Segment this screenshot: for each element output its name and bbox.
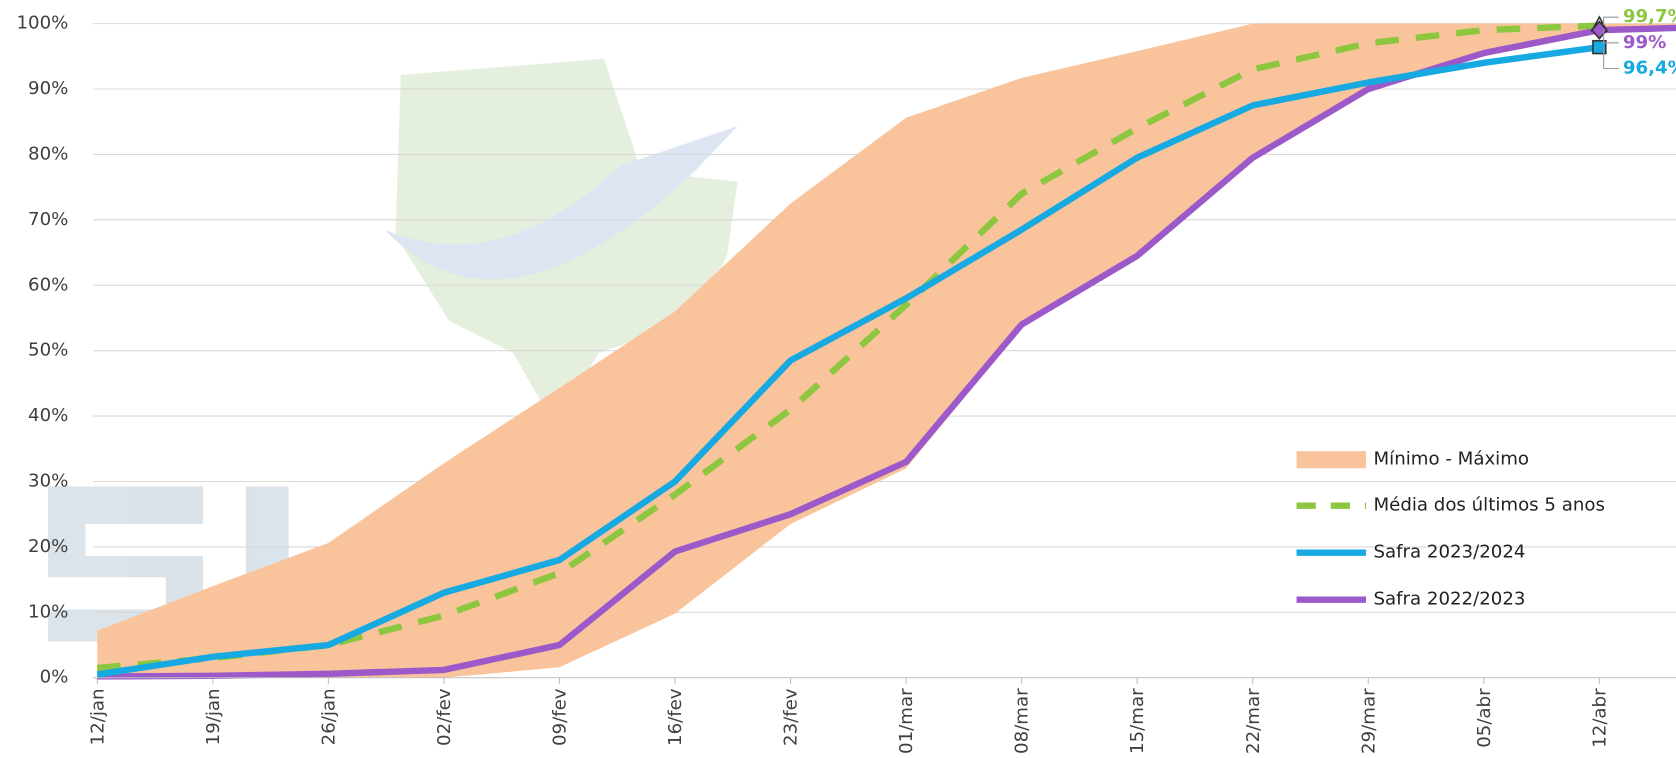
watermark-letter: [48, 486, 204, 642]
legend-label: Safra 2023/2024: [1374, 542, 1526, 563]
y-tick-label: 10%: [28, 601, 68, 622]
data-label: 99,7%: [1623, 6, 1676, 27]
series-line: [96, 22, 1600, 672]
x-tick-label: 29/mar: [1358, 688, 1379, 754]
x-tick-label: 23/fev: [781, 688, 802, 746]
x-tick-label: 09/fev: [550, 688, 571, 746]
label-leader: [1603, 47, 1619, 70]
x-tick-label: 12/jan: [87, 688, 108, 745]
series-line: [97, 24, 1676, 680]
watermark-arrow: [384, 126, 738, 280]
x-tick-label: 08/mar: [1012, 688, 1033, 754]
label-leader: [1603, 16, 1619, 26]
y-tick-label: 80%: [28, 143, 68, 164]
y-tick-label: 60%: [28, 274, 68, 295]
range-area: [97, 23, 1676, 678]
plot-area: [96, 22, 1676, 680]
legend-swatch: [1296, 451, 1367, 469]
data-label: 96,4%: [1623, 57, 1676, 78]
x-tick-label: 02/fev: [434, 688, 455, 746]
y-tick-label: 50%: [28, 340, 68, 361]
x-tick-label: 22/mar: [1243, 688, 1264, 754]
x-tick-label: 12/abr: [1589, 688, 1610, 748]
y-tick-label: 90%: [28, 78, 68, 99]
watermark-map: [395, 58, 738, 428]
x-tick-label: 05/abr: [1474, 688, 1495, 748]
point-marker: [1592, 39, 1607, 55]
y-tick-label: 100%: [16, 13, 68, 34]
legend-label: Média dos últimos 5 anos: [1374, 495, 1605, 516]
data-label: 99%: [1623, 32, 1666, 53]
series-line: [96, 43, 1600, 678]
y-tick-label: 30%: [28, 471, 68, 492]
y-tick-label: 40%: [28, 405, 68, 426]
x-tick-label: 26/jan: [318, 688, 339, 745]
x-tick-label: 19/jan: [203, 688, 224, 745]
legend-label: Mínimo - Máximo: [1374, 449, 1530, 470]
x-tick-label: 16/fev: [665, 688, 686, 746]
legend-label: Safra 2022/2023: [1374, 589, 1526, 610]
y-tick-label: 70%: [28, 209, 68, 230]
label-leader: [1603, 30, 1619, 44]
x-tick-label: 15/mar: [1127, 688, 1148, 754]
y-tick-label: 20%: [28, 536, 68, 557]
y-tick-label: 0%: [40, 667, 69, 688]
x-tick-label: 01/mar: [896, 688, 917, 754]
